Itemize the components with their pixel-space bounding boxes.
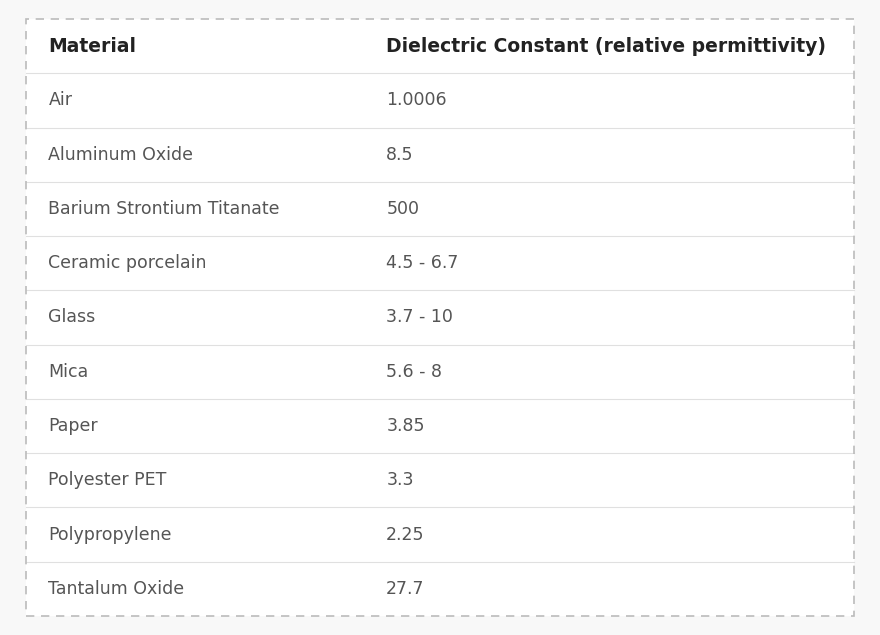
Text: 3.3: 3.3 xyxy=(386,471,414,490)
Text: 3.7 - 10: 3.7 - 10 xyxy=(386,309,453,326)
Text: 3.85: 3.85 xyxy=(386,417,425,435)
Text: 4.5 - 6.7: 4.5 - 6.7 xyxy=(386,254,458,272)
Text: Dielectric Constant (relative permittivity): Dielectric Constant (relative permittivi… xyxy=(386,37,826,56)
Text: Air: Air xyxy=(48,91,72,109)
Text: Ceramic porcelain: Ceramic porcelain xyxy=(48,254,207,272)
Text: Glass: Glass xyxy=(48,309,96,326)
Text: 5.6 - 8: 5.6 - 8 xyxy=(386,363,443,381)
Text: 2.25: 2.25 xyxy=(386,526,425,544)
Text: 1.0006: 1.0006 xyxy=(386,91,447,109)
Text: Aluminum Oxide: Aluminum Oxide xyxy=(48,145,194,164)
Text: Tantalum Oxide: Tantalum Oxide xyxy=(48,580,185,598)
Text: Polyester PET: Polyester PET xyxy=(48,471,167,490)
Text: Barium Strontium Titanate: Barium Strontium Titanate xyxy=(48,200,280,218)
Text: Mica: Mica xyxy=(48,363,89,381)
Text: 500: 500 xyxy=(386,200,419,218)
Text: Material: Material xyxy=(48,37,136,56)
Text: 27.7: 27.7 xyxy=(386,580,425,598)
Text: 8.5: 8.5 xyxy=(386,145,414,164)
Text: Paper: Paper xyxy=(48,417,98,435)
Text: Polypropylene: Polypropylene xyxy=(48,526,172,544)
